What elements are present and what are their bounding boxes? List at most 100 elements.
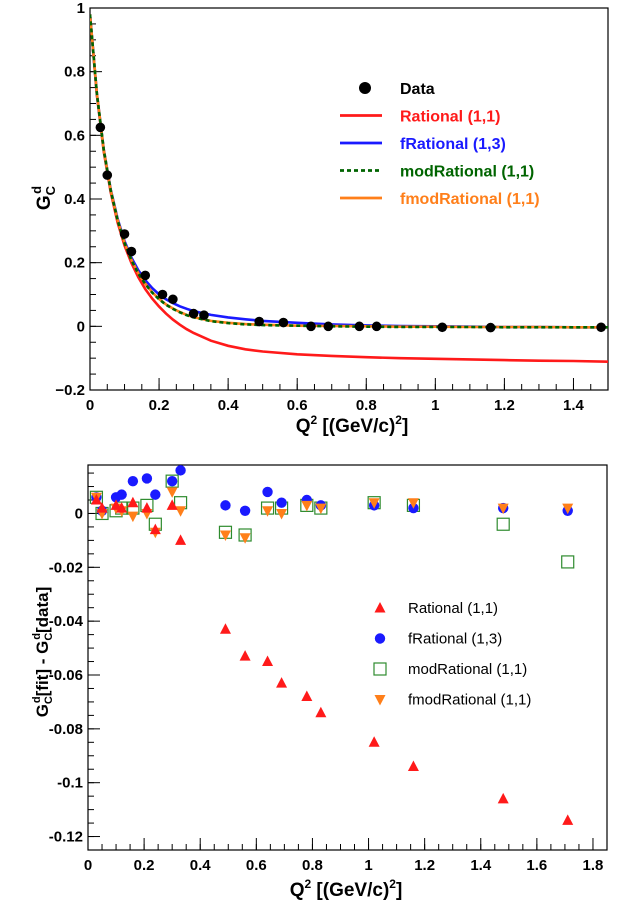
x-tick-label: 1.6 bbox=[526, 857, 547, 874]
point-fmodrational-1-1 bbox=[407, 498, 419, 509]
data-point bbox=[371, 321, 382, 332]
point-rational-1-1 bbox=[562, 814, 574, 825]
x-tick-label: 0 bbox=[86, 397, 94, 414]
curve-rational-1-1 bbox=[90, 14, 608, 363]
legend: Rational (1,1) fRational (1,3) modRational… bbox=[373, 600, 531, 709]
legend-label: fRational (1,3) bbox=[400, 136, 506, 153]
point-fmodrational-1-1 bbox=[315, 503, 327, 515]
point-rational-1-1 bbox=[262, 655, 274, 667]
legend-item-data: Data bbox=[359, 81, 435, 98]
point-frational-1-3 bbox=[116, 489, 127, 500]
point-rational-1-1 bbox=[116, 502, 128, 513]
residual-x-axis-title: Q2 [(GeV/c)2] bbox=[290, 877, 403, 901]
data-point bbox=[188, 308, 199, 319]
point-rational-1-1 bbox=[90, 494, 102, 505]
x-tick-label: 1.2 bbox=[494, 397, 515, 414]
x-tick-label: 0.4 bbox=[218, 397, 240, 414]
legend: Data Rational (1,1) fRational (1,3) modRati… bbox=[340, 81, 540, 208]
plot-frame bbox=[87, 464, 608, 851]
legend-label: modRational (1,1) bbox=[400, 164, 534, 181]
x-tick-label: 1.4 bbox=[563, 397, 585, 414]
y-tick-label: -0.06 bbox=[49, 667, 83, 684]
data-point bbox=[278, 317, 289, 328]
x-axis-title: Q2 [(GeV/c)2] bbox=[296, 413, 409, 437]
y-tick-label: 0 bbox=[75, 505, 83, 522]
point-rational-1-1 bbox=[368, 736, 380, 747]
legend-item-modrational-1-1: modRational (1,1) bbox=[373, 661, 527, 678]
y-tick-label: 0.2 bbox=[64, 255, 85, 272]
point-fmodrational-1-1 bbox=[276, 508, 288, 520]
legend-marker bbox=[374, 633, 386, 644]
point-modrational-1-1 bbox=[496, 517, 510, 531]
point-rational-1-1 bbox=[127, 496, 139, 508]
point-fmodrational-1-1 bbox=[166, 487, 178, 498]
chart-gcd-vs-q2: 0 0.2 0.4 0.6 0.8 1 1.2 1.4−0.200.20.40.60.81Da… bbox=[29, 0, 609, 437]
x-tick-label: 0.2 bbox=[149, 397, 170, 414]
fit-curves bbox=[90, 14, 608, 363]
point-rational-1-1 bbox=[110, 499, 122, 510]
legend-item-frational-1-3: fRational (1,3) bbox=[340, 136, 506, 153]
x-tick-label: 1 bbox=[364, 857, 372, 874]
y-axis-title-sup: d bbox=[29, 186, 44, 194]
y-tick-label: -0.04 bbox=[49, 613, 84, 630]
data-point bbox=[119, 229, 130, 239]
y-tick-label: 0.4 bbox=[64, 191, 86, 208]
curve-modrational-1-1 bbox=[90, 14, 608, 329]
legend-item-rational-1-1: Rational (1,1) bbox=[340, 109, 500, 126]
data-point bbox=[199, 310, 209, 320]
y-tick-label: 1 bbox=[77, 0, 85, 17]
y-tick-label: -0.08 bbox=[49, 721, 83, 738]
y-tick-label: 0 bbox=[77, 318, 85, 335]
legend-item-fmodrational-1-1: fmodRational (1,1) bbox=[374, 692, 531, 709]
data-point bbox=[254, 316, 265, 327]
y-tick-label: −0.2 bbox=[55, 382, 85, 399]
data-point bbox=[95, 122, 106, 133]
point-frational-1-3 bbox=[276, 497, 287, 508]
point-fmodrational-1-1 bbox=[562, 503, 574, 515]
point-fmodrational-1-1 bbox=[262, 506, 274, 517]
point-modrational-1-1 bbox=[561, 555, 575, 569]
data-point bbox=[323, 321, 334, 332]
point-fmodrational-1-1 bbox=[497, 503, 509, 515]
svg-text:Q2 [(GeV/c)2]: Q2 [(GeV/c)2] bbox=[290, 877, 403, 901]
x-tick-label: 0.2 bbox=[134, 857, 155, 874]
chart-residuals: 0 0.2 0.4 0.6 0.8 1 1.2 1.4 1.6 1.8 0 -0.02 -0.04 -0.… bbox=[31, 464, 608, 901]
point-rational-1-1 bbox=[96, 502, 108, 513]
point-rational-1-1 bbox=[239, 650, 251, 661]
legend-label: Rational (1,1) bbox=[400, 109, 500, 126]
y-tick-label: -0.02 bbox=[49, 559, 83, 576]
legend-label: fRational (1,3) bbox=[408, 631, 502, 648]
point-rational-1-1 bbox=[497, 792, 509, 804]
point-rational-1-1 bbox=[219, 623, 231, 634]
legend-item-fmodrational-1-1: fmodRational (1,1) bbox=[340, 191, 540, 208]
x-tick-label: 0.6 bbox=[287, 397, 308, 414]
svg-text:GCd[fit] - GCd[data]: GCd[fit] - GCd[data] bbox=[31, 587, 55, 718]
legend-item-rational-1-1: Rational (1,1) bbox=[374, 600, 498, 617]
residual-y-axis-title: GCd[fit] - GCd[data] bbox=[31, 587, 55, 718]
point-frational-1-3 bbox=[239, 505, 251, 516]
residual-markers bbox=[89, 465, 575, 825]
legend-label: modRational (1,1) bbox=[408, 661, 527, 678]
series-rational-1-1 bbox=[90, 494, 574, 825]
point-rational-1-1 bbox=[301, 690, 313, 702]
x-tick-label: 0.8 bbox=[302, 857, 323, 874]
point-rational-1-1 bbox=[149, 523, 161, 535]
legend-marker bbox=[373, 662, 387, 676]
series-fmodrational-1-1 bbox=[90, 487, 574, 544]
point-rational-1-1 bbox=[166, 499, 178, 510]
point-frational-1-3 bbox=[141, 473, 153, 484]
x-tick-label: 1.4 bbox=[470, 857, 492, 874]
point-modrational-1-1 bbox=[165, 474, 179, 488]
data-point bbox=[102, 170, 113, 180]
point-frational-1-3 bbox=[166, 475, 178, 487]
legend-label: fmodRational (1,1) bbox=[408, 692, 531, 709]
legend-label: Rational (1,1) bbox=[408, 600, 498, 617]
point-rational-1-1 bbox=[276, 677, 288, 688]
legend-marker bbox=[374, 695, 386, 706]
data-point bbox=[306, 321, 316, 332]
data-point bbox=[157, 289, 168, 300]
point-frational-1-3 bbox=[127, 475, 139, 487]
point-fmodrational-1-1 bbox=[175, 506, 187, 517]
y-tick-label: -0.12 bbox=[49, 829, 83, 846]
x-tick-label: 0.4 bbox=[190, 857, 212, 874]
